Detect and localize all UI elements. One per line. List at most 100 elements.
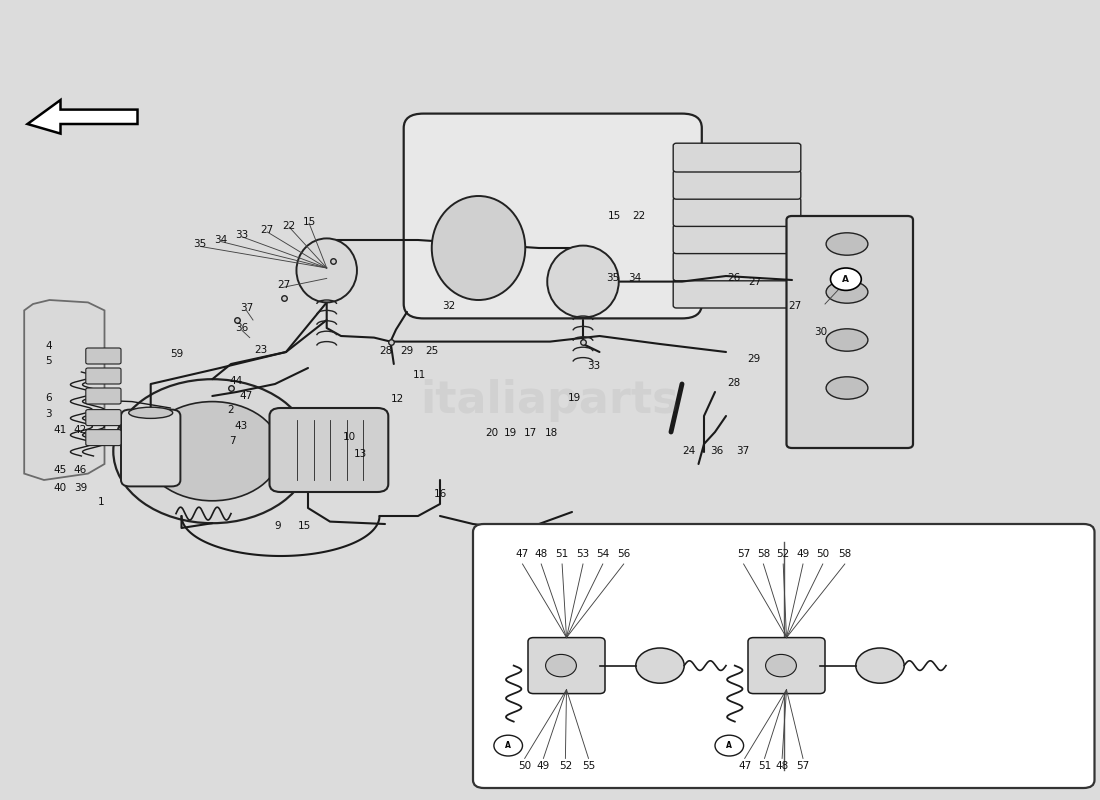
Text: 45: 45 (54, 465, 67, 474)
Text: 47: 47 (240, 391, 253, 401)
FancyBboxPatch shape (673, 198, 801, 226)
Text: 27: 27 (261, 226, 274, 235)
FancyBboxPatch shape (86, 368, 121, 384)
Text: 34: 34 (214, 235, 228, 245)
Text: 56: 56 (617, 550, 630, 559)
Circle shape (830, 268, 861, 290)
Text: 35: 35 (606, 274, 619, 283)
Text: 54: 54 (596, 550, 609, 559)
Circle shape (144, 402, 280, 501)
Text: 19: 19 (568, 393, 581, 402)
FancyBboxPatch shape (86, 388, 121, 404)
Text: 13: 13 (354, 449, 367, 458)
Text: 7: 7 (229, 436, 235, 446)
Text: 49: 49 (796, 550, 810, 559)
Polygon shape (28, 100, 138, 134)
Text: 37: 37 (240, 303, 253, 313)
Text: 27: 27 (277, 280, 290, 290)
Text: 47: 47 (516, 550, 529, 559)
FancyBboxPatch shape (404, 114, 702, 318)
Text: 28: 28 (727, 378, 740, 388)
Circle shape (856, 648, 904, 683)
Text: 32: 32 (442, 301, 455, 310)
Text: 11: 11 (412, 370, 426, 380)
Text: 37: 37 (736, 446, 749, 456)
Text: 2: 2 (228, 406, 234, 415)
Text: 50: 50 (816, 550, 829, 559)
FancyBboxPatch shape (86, 430, 121, 446)
Text: 27: 27 (789, 301, 802, 310)
Circle shape (636, 648, 684, 683)
Circle shape (715, 735, 744, 756)
Text: 30: 30 (814, 327, 827, 337)
Text: 10: 10 (343, 432, 356, 442)
FancyBboxPatch shape (673, 225, 801, 254)
Ellipse shape (826, 377, 868, 399)
Text: 36: 36 (711, 446, 724, 456)
Text: 15: 15 (302, 217, 316, 226)
Text: 20: 20 (485, 428, 498, 438)
Text: 33: 33 (235, 230, 249, 240)
FancyBboxPatch shape (673, 279, 801, 308)
Text: 9: 9 (274, 522, 280, 531)
Text: 1: 1 (98, 497, 104, 506)
Text: 42: 42 (74, 425, 87, 434)
Text: 36: 36 (235, 323, 249, 333)
Text: 5: 5 (45, 356, 52, 366)
Text: 50: 50 (518, 762, 531, 771)
Text: 15: 15 (608, 211, 622, 221)
FancyBboxPatch shape (673, 170, 801, 199)
FancyBboxPatch shape (673, 143, 801, 172)
Ellipse shape (548, 246, 618, 318)
FancyBboxPatch shape (473, 524, 1094, 788)
Text: 4: 4 (45, 342, 52, 351)
Text: 26: 26 (727, 274, 740, 283)
Polygon shape (24, 300, 105, 480)
Ellipse shape (826, 233, 868, 255)
Text: 52: 52 (777, 550, 790, 559)
Circle shape (766, 654, 796, 677)
Text: 47: 47 (738, 762, 751, 771)
Text: 39: 39 (74, 483, 87, 493)
Text: 25: 25 (426, 346, 439, 356)
Ellipse shape (826, 281, 868, 303)
FancyBboxPatch shape (673, 252, 801, 281)
Text: 23: 23 (254, 346, 267, 355)
Ellipse shape (296, 238, 356, 302)
Text: 17: 17 (524, 428, 537, 438)
Text: 51: 51 (556, 550, 569, 559)
Text: 28: 28 (379, 346, 393, 356)
Text: 16: 16 (433, 489, 447, 498)
FancyBboxPatch shape (270, 408, 388, 492)
Ellipse shape (431, 196, 526, 300)
Text: 40: 40 (54, 483, 67, 493)
Text: 12: 12 (390, 394, 404, 404)
Text: 29: 29 (747, 354, 760, 364)
Text: 35: 35 (194, 239, 207, 249)
Text: 53: 53 (576, 550, 590, 559)
Text: 34: 34 (628, 274, 641, 283)
Circle shape (546, 654, 576, 677)
Text: 48: 48 (535, 550, 548, 559)
Text: A: A (843, 274, 849, 284)
Text: 24: 24 (682, 446, 695, 456)
Text: 22: 22 (632, 211, 646, 221)
FancyBboxPatch shape (786, 216, 913, 448)
Text: 18: 18 (544, 428, 558, 438)
Text: 27: 27 (748, 277, 761, 286)
FancyBboxPatch shape (86, 348, 121, 364)
Text: 49: 49 (537, 762, 550, 771)
Text: 44: 44 (230, 376, 243, 386)
Text: 6: 6 (45, 394, 52, 403)
Ellipse shape (129, 407, 173, 418)
Text: 15: 15 (298, 522, 311, 531)
Text: 57: 57 (737, 550, 750, 559)
Text: 3: 3 (45, 409, 52, 418)
Text: italiaparts: italiaparts (420, 378, 680, 422)
FancyBboxPatch shape (86, 410, 121, 426)
Text: A: A (726, 741, 733, 750)
Text: 41: 41 (54, 425, 67, 434)
Text: 19: 19 (504, 428, 517, 438)
Circle shape (494, 735, 522, 756)
FancyBboxPatch shape (121, 410, 180, 486)
